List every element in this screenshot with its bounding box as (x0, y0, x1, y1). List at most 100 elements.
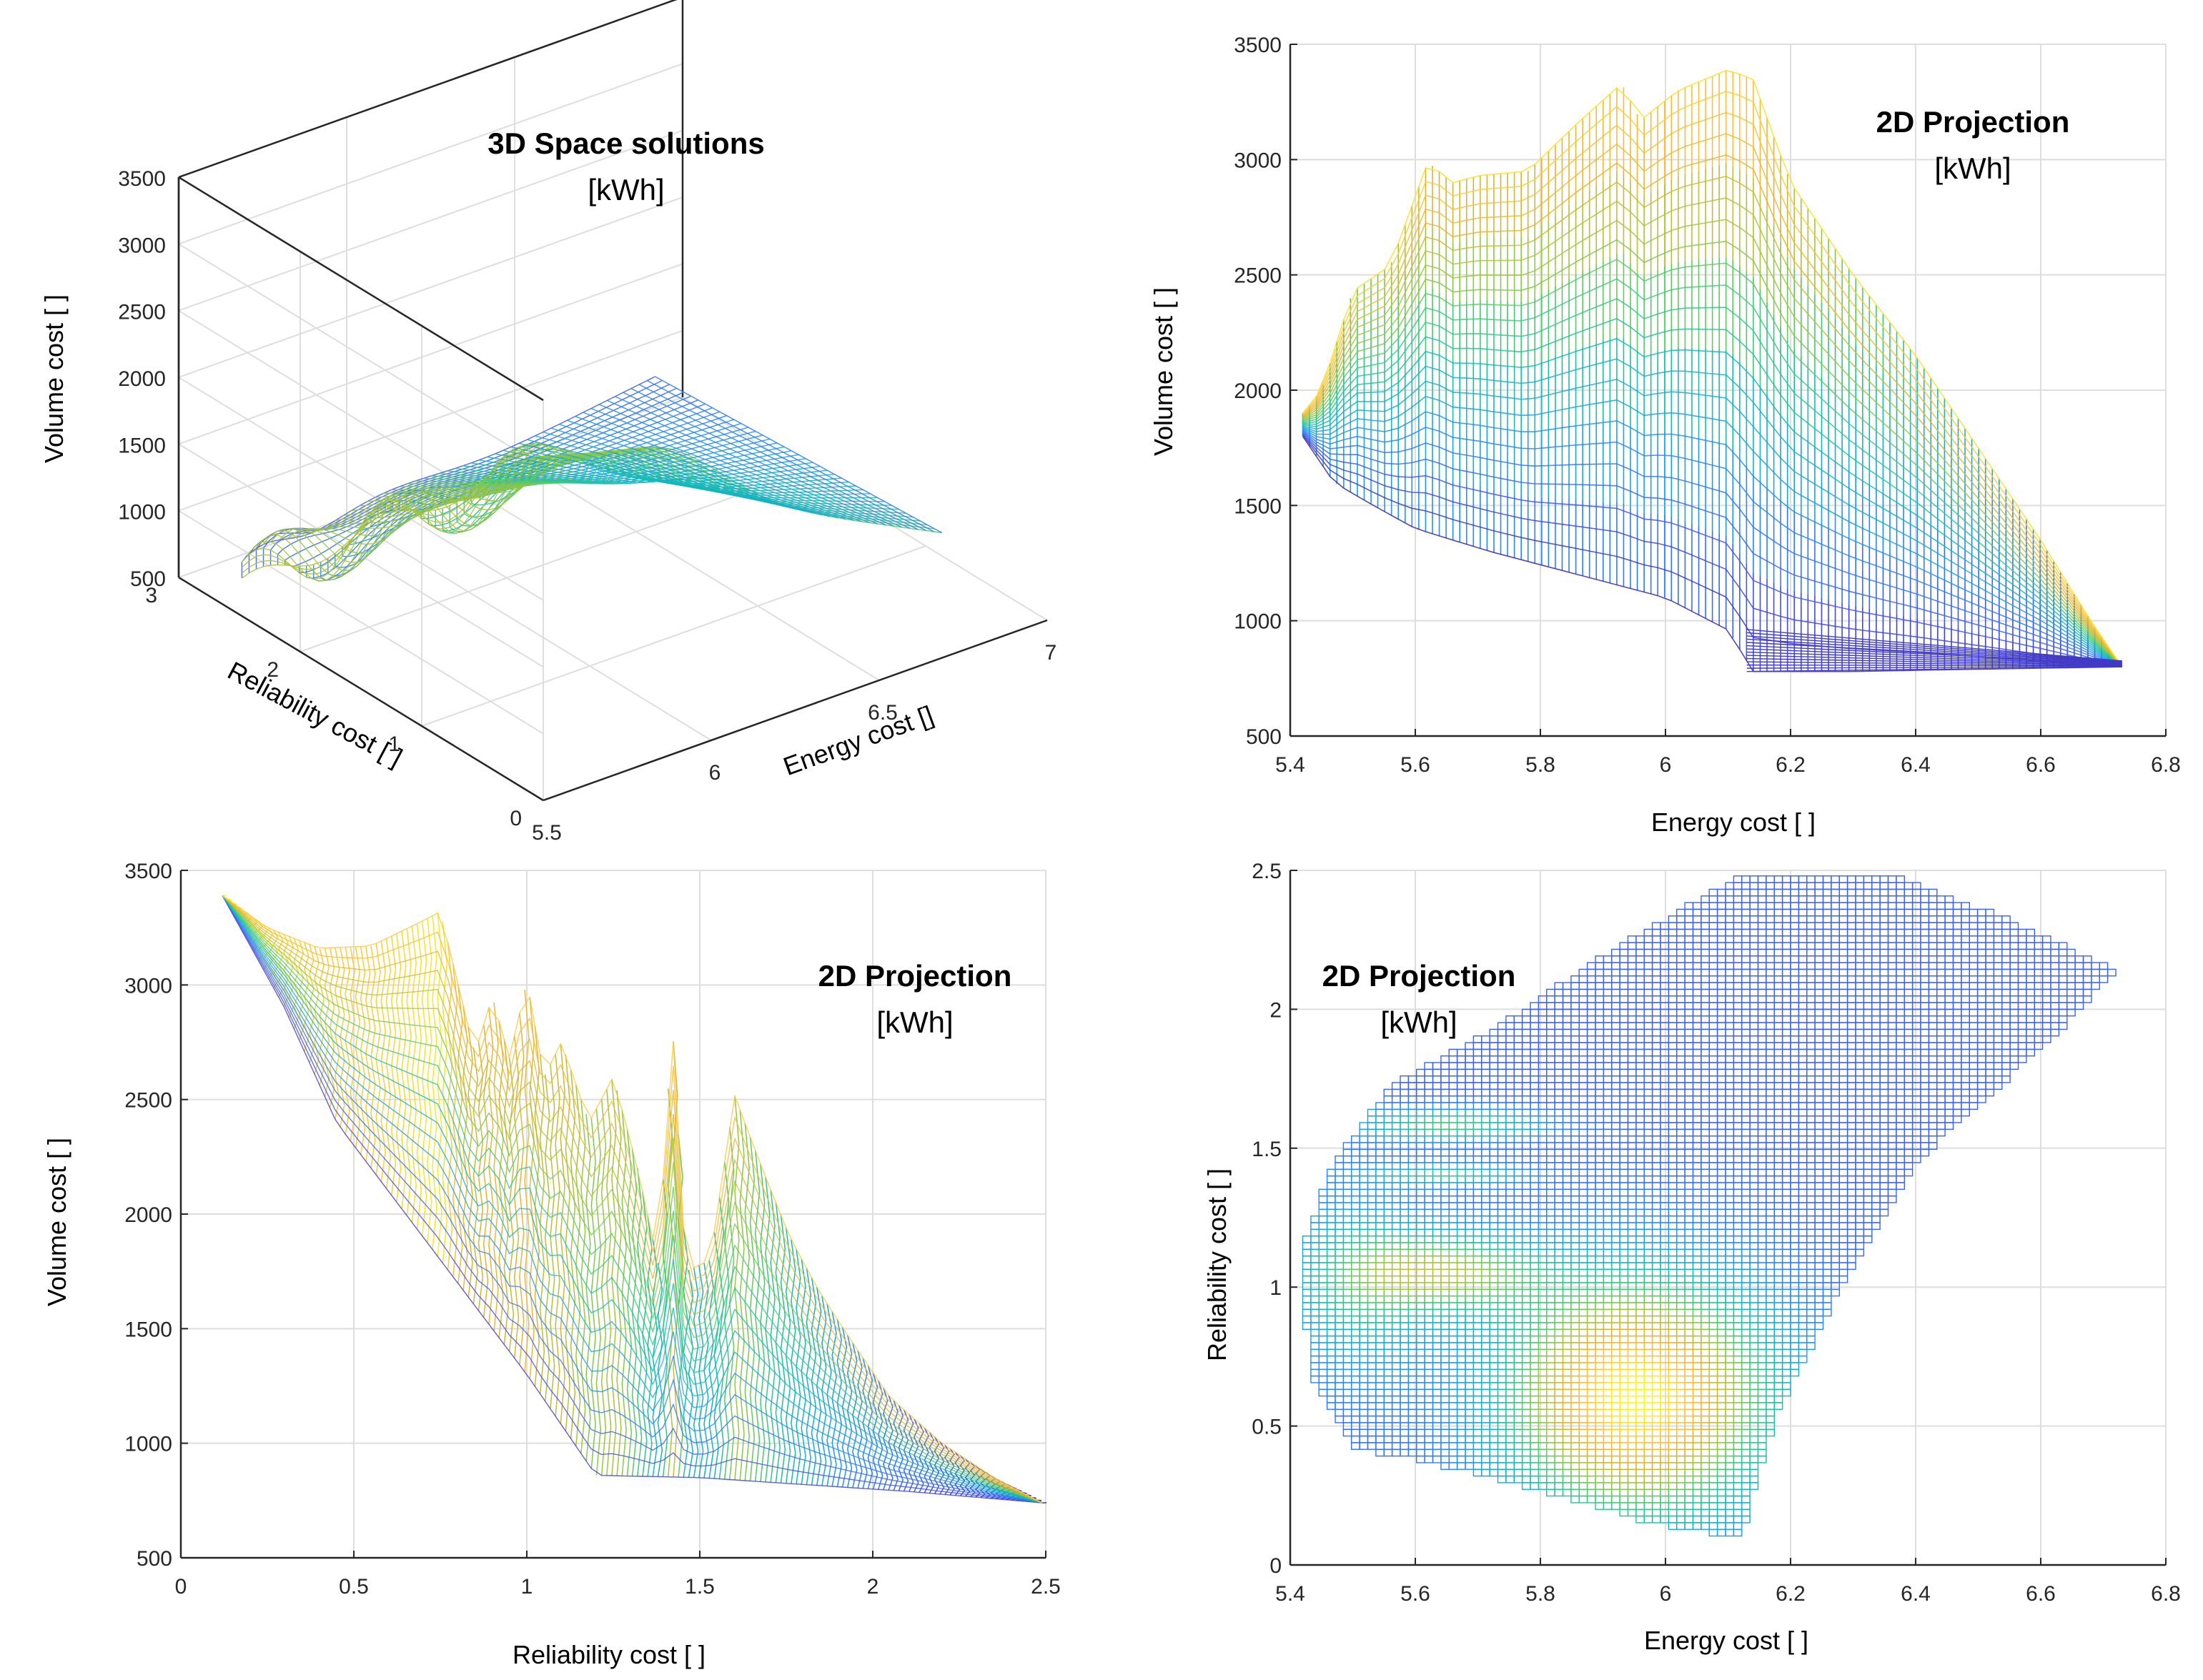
mesh-cell (1627, 1375, 1637, 1383)
mesh-cell (1668, 1175, 1678, 1183)
mesh-cell (1831, 1235, 1840, 1243)
mesh-cell (1489, 1215, 1499, 1223)
mesh-cell (1586, 1115, 1596, 1123)
mesh-cell (1716, 1255, 1726, 1263)
mesh-cell (1456, 1328, 1466, 1337)
mesh-cell (1651, 1335, 1661, 1343)
mesh-cell (1456, 1202, 1466, 1211)
mesh-cell (1424, 1395, 1434, 1403)
mesh-cell (1383, 1208, 1393, 1217)
mesh-cell (1465, 1382, 1475, 1390)
mesh-cell (1660, 1242, 1670, 1251)
mesh-cell (1846, 1202, 1856, 1211)
mesh-cell (1822, 1115, 1832, 1123)
mesh-cell (1335, 1348, 1345, 1357)
mesh-cell (1391, 1128, 1401, 1137)
mesh-cell (1521, 1148, 1531, 1157)
mesh-cell (1472, 1295, 1482, 1303)
mesh-cell (1342, 1182, 1352, 1191)
panel-energy-volume: 5.4 5.6 5.8 6 6.2 6.4 6.6 6.8500100015002000250… (1149, 34, 2181, 837)
mesh-cell (1798, 1115, 1808, 1123)
mesh-cell (1651, 1355, 1661, 1363)
mesh-cell (1326, 1402, 1336, 1410)
mesh-cell (1896, 1102, 1905, 1110)
mesh-cell (1660, 1308, 1670, 1317)
mesh-cell (1887, 1122, 1897, 1130)
mesh-cell (1383, 1175, 1393, 1183)
mesh-cell (1530, 1255, 1540, 1263)
y-tick-label: 3500 (1234, 34, 1282, 57)
mesh-cell (1619, 1095, 1629, 1103)
mesh-cell (1505, 1155, 1515, 1163)
mesh-line (1302, 91, 2123, 667)
mesh-cell (1660, 1455, 1670, 1463)
mesh-cell (1863, 1102, 1873, 1110)
mesh-cell (1472, 1108, 1482, 1117)
mesh-cell (1521, 1208, 1531, 1217)
mesh-cell (1318, 1388, 1328, 1397)
mesh-cell (1391, 1308, 1401, 1317)
mesh-cell (1741, 1282, 1751, 1291)
mesh-cell (1700, 1215, 1710, 1223)
mesh-cell (1513, 1135, 1523, 1143)
mesh-cell (1448, 1162, 1458, 1170)
mesh-cell (1497, 1455, 1507, 1463)
mesh-cell (1961, 1102, 1970, 1110)
mesh-cell (1448, 1308, 1458, 1317)
mesh-cell (1415, 1415, 1425, 1423)
mesh-cell (1465, 1248, 1475, 1257)
mesh-cell (1790, 1182, 1800, 1191)
mesh-cell (1643, 1488, 1653, 1497)
mesh-cell (1440, 1442, 1450, 1450)
mesh-cell (1668, 1322, 1678, 1331)
mesh-cell (1530, 1482, 1540, 1490)
mesh-cell (1578, 1415, 1588, 1423)
mesh-cell (1595, 1122, 1605, 1130)
mesh-cell (1668, 1515, 1678, 1524)
mesh-cell (1595, 1388, 1605, 1397)
mesh-cell (1530, 1308, 1540, 1317)
mesh-cell (1741, 1188, 1751, 1197)
mesh-cell (1521, 1282, 1531, 1291)
mesh-cell (1733, 1228, 1743, 1237)
mesh-cell (1603, 1495, 1613, 1503)
mesh-cell (1497, 1308, 1507, 1317)
mesh-cell (1675, 1488, 1685, 1497)
mesh-cell (1675, 1348, 1685, 1357)
mesh-cell (1610, 1162, 1620, 1170)
mesh-cell (1465, 1415, 1475, 1423)
mesh-cell (1619, 1368, 1629, 1377)
mesh-cell (1570, 1128, 1580, 1137)
mesh-cell (1619, 1222, 1629, 1231)
mesh-cell (1619, 1288, 1629, 1297)
mesh-cell (1749, 1455, 1759, 1463)
mesh-cell (1432, 1408, 1442, 1417)
mesh-cell (1367, 1228, 1377, 1237)
mesh-cell (1595, 1162, 1605, 1170)
mesh-cell (1391, 1342, 1401, 1351)
mesh-cell (1432, 1328, 1442, 1337)
mesh-cell (1521, 1182, 1531, 1191)
mesh-cell (1359, 1148, 1369, 1157)
mesh-cell (1766, 1355, 1775, 1363)
mesh-cell (1367, 1242, 1377, 1251)
mesh-cell (1716, 1122, 1726, 1130)
mesh-cell (1562, 1102, 1572, 1110)
mesh-cell (1692, 1315, 1702, 1323)
mesh-cell (1700, 1468, 1710, 1477)
mesh-line (558, 424, 846, 520)
mesh-cell (1749, 1475, 1759, 1483)
mesh-cell (1733, 1235, 1743, 1243)
mesh-cell (1692, 1415, 1702, 1423)
mesh-cell (1749, 1335, 1759, 1343)
mesh-cell (1391, 1188, 1401, 1197)
mesh-cell (1513, 1222, 1523, 1231)
mesh-cell (1700, 1415, 1710, 1423)
mesh-cell (1668, 1255, 1678, 1263)
mesh-cell (1578, 1228, 1588, 1237)
mesh-cell (1822, 1122, 1832, 1130)
mesh-cell (1318, 1362, 1328, 1371)
mesh-cell (1651, 1502, 1661, 1510)
mesh-cell (1521, 1408, 1531, 1417)
mesh-cell (1904, 1168, 1914, 1177)
